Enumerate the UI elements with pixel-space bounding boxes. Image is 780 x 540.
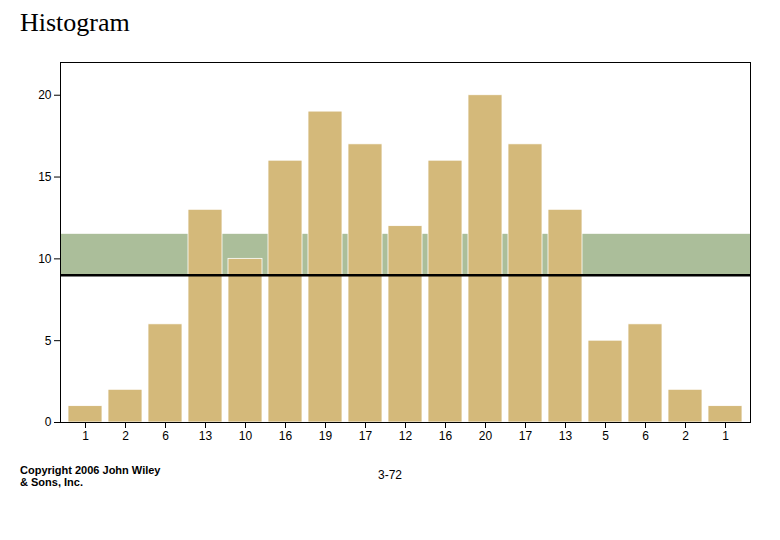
svg-text:10: 10 (38, 252, 52, 266)
svg-text:0: 0 (45, 415, 52, 429)
svg-text:16: 16 (279, 429, 293, 443)
html-text:Copyright 2006 John Wiley & So: Copyright 2006 John Wiley & Sons, Inc. (20, 464, 161, 488)
html-text:Histogram: Histogram (20, 8, 130, 37)
svg-text:20: 20 (479, 429, 493, 443)
svg-text:20: 20 (38, 88, 52, 102)
svg-text:16: 16 (439, 429, 453, 443)
html-text:3-72: 3-72 (378, 468, 402, 482)
svg-text:2: 2 (122, 429, 129, 443)
svg-text:13: 13 (199, 429, 213, 443)
svg-text:6: 6 (162, 429, 169, 443)
svg-text:1: 1 (722, 429, 729, 443)
svg-text:10: 10 (239, 429, 253, 443)
svg-text:17: 17 (359, 429, 373, 443)
svg-text:5: 5 (602, 429, 609, 443)
svg-text:5: 5 (45, 334, 52, 348)
svg-text:2: 2 (682, 429, 689, 443)
svg-text:17: 17 (519, 429, 533, 443)
svg-text:1: 1 (82, 429, 89, 443)
svg-text:6: 6 (642, 429, 649, 443)
svg-text:15: 15 (38, 170, 52, 184)
svg-text:19: 19 (319, 429, 333, 443)
svg-text:13: 13 (559, 429, 573, 443)
svg-text:12: 12 (399, 429, 413, 443)
